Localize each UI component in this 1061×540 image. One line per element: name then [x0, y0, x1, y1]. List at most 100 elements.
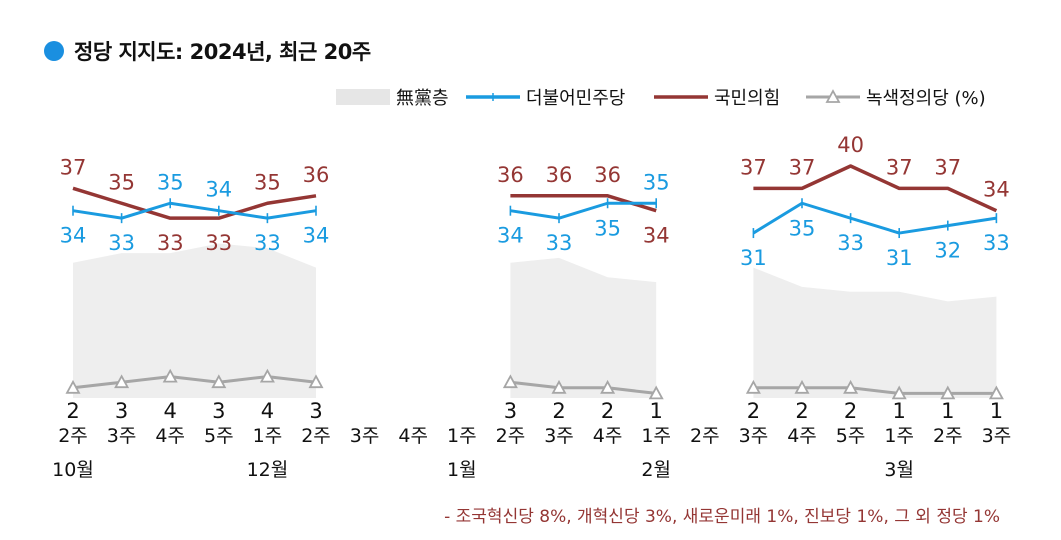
ppp-value-label-5: 36 — [303, 163, 330, 187]
undecided-area-segment-2 — [510, 257, 657, 398]
dp-value-label-10: 33 — [546, 231, 573, 255]
legend-label-ppp: 국민의힘 — [714, 88, 780, 109]
x-tick-label-8: 1주 — [447, 425, 477, 447]
green-point-19 — [988, 385, 1004, 400]
dp-value-label-3: 34 — [205, 178, 232, 202]
green-point-18 — [940, 385, 956, 400]
x-tick-label-12: 1주 — [641, 425, 671, 447]
ppp-value-label-16: 40 — [837, 133, 864, 157]
dp-value-label-19: 33 — [983, 231, 1010, 255]
green-line-segment-2 — [510, 380, 657, 395]
green-point-0 — [65, 379, 81, 394]
x-tick-label-19: 3주 — [982, 425, 1012, 447]
chart-title-group: 정당 지지도: 2024년, 최근 20주 — [44, 36, 371, 66]
ppp-value-label-14: 37 — [740, 155, 767, 179]
ppp-value-label-4: 35 — [254, 170, 281, 194]
green-value-label-10: 2 — [552, 399, 565, 423]
dp-value-label-11: 35 — [594, 216, 621, 240]
dp-value-label-2: 35 — [157, 170, 184, 194]
dp-value-label-4: 33 — [254, 231, 281, 255]
dp-line-segment-2 — [510, 201, 657, 220]
x-tick-label-1: 3주 — [107, 425, 137, 447]
dp-value-label-9: 34 — [497, 224, 524, 248]
green-value-label-1: 3 — [115, 399, 128, 423]
title-bullet-icon — [44, 41, 64, 61]
ppp-value-label-17: 37 — [886, 155, 913, 179]
legend: 無黨층 더불어민주당 국민의힘 녹색정의당 (%) — [336, 88, 986, 109]
green-value-label-19: 1 — [990, 399, 1003, 423]
ppp-value-label-2: 33 — [157, 231, 184, 255]
x-tick-label-2: 4주 — [155, 425, 185, 447]
month-label-4: 3월 — [884, 459, 914, 481]
month-label-2: 1월 — [447, 459, 477, 481]
green-point-5 — [308, 374, 324, 389]
green-point-9 — [502, 374, 518, 389]
dp-value-label-15: 35 — [789, 216, 816, 240]
green-point-11 — [600, 379, 616, 394]
green-point-16 — [843, 379, 859, 394]
legend-label-undecided: 無黨층 — [396, 88, 449, 109]
legend-label-dp: 더불어민주당 — [526, 88, 625, 109]
legend-marker-green — [825, 89, 841, 103]
dp-line-segment-3 — [752, 201, 997, 235]
green-value-label-12: 1 — [650, 399, 663, 423]
x-tick-label-9: 2주 — [496, 425, 526, 447]
green-value-label-18: 1 — [941, 399, 954, 423]
x-tick-label-18: 2주 — [933, 425, 963, 447]
month-label-0: 10월 — [52, 459, 94, 481]
green-point-17 — [891, 385, 907, 400]
green-value-label-14: 2 — [747, 399, 760, 423]
ppp-line-segment-1 — [72, 186, 317, 220]
ppp-value-label-19: 34 — [983, 178, 1010, 202]
dp-value-label-17: 31 — [886, 246, 913, 270]
x-tick-label-16: 5주 — [836, 425, 866, 447]
month-label-3: 2월 — [641, 459, 671, 481]
green-value-label-9: 3 — [504, 399, 517, 423]
dp-value-label-14: 31 — [740, 246, 767, 270]
green-value-label-3: 3 — [212, 399, 225, 423]
green-value-label-4: 4 — [261, 399, 274, 423]
green-point-2 — [162, 368, 178, 383]
green-point-15 — [794, 379, 810, 394]
footnote: - 조국혁신당 8%, 개혁신당 3%, 새로운미래 1%, 진보당 1%, 그… — [444, 507, 1000, 527]
green-value-label-2: 4 — [164, 399, 177, 423]
x-tick-label-7: 4주 — [398, 425, 428, 447]
ppp-value-label-11: 36 — [594, 163, 621, 187]
dp-value-label-12: 35 — [643, 170, 670, 194]
undecided-area-group — [73, 243, 997, 398]
x-tick-label-4: 1주 — [253, 425, 283, 447]
ppp-value-label-15: 37 — [789, 155, 816, 179]
green-value-label-17: 1 — [893, 399, 906, 423]
ppp-value-label-9: 36 — [497, 163, 524, 187]
green-value-label-16: 2 — [844, 399, 857, 423]
x-tick-label-6: 3주 — [350, 425, 380, 447]
ppp-value-label-3: 33 — [205, 231, 232, 255]
ppp-value-label-10: 36 — [546, 163, 573, 187]
undecided-area-segment-3 — [753, 267, 997, 398]
x-tick-label-14: 3주 — [739, 425, 769, 447]
legend-swatch-undecided — [336, 89, 390, 105]
x-axis: 2주 3주 4주 5주 1주 2주 3주 4주 1주 2주 3주 4주 1주 2주 3주 4주 5주 1주 2주 3주… — [52, 425, 1011, 481]
chart-title: 정당 지지도: 2024년, 최근 20주 — [74, 40, 371, 64]
green-line-segment-1 — [72, 375, 317, 390]
x-tick-label-0: 2주 — [58, 425, 88, 447]
green-value-label-0: 2 — [66, 399, 79, 423]
green-value-label-11: 2 — [601, 399, 614, 423]
green-value-label-15: 2 — [795, 399, 808, 423]
green-line-segment-3 — [753, 386, 997, 395]
dp-value-label-0: 34 — [60, 224, 87, 248]
green-point-4 — [259, 368, 275, 383]
green-point-14 — [745, 379, 761, 394]
green-point-12 — [648, 385, 664, 400]
dp-value-label-1: 33 — [108, 231, 135, 255]
x-tick-label-13: 2주 — [690, 425, 720, 447]
undecided-area-segment-1 — [73, 243, 316, 398]
series-lines — [65, 164, 1004, 400]
x-tick-label-11: 4주 — [593, 425, 623, 447]
x-tick-label-10: 3주 — [544, 425, 574, 447]
dp-value-label-18: 32 — [934, 239, 961, 263]
x-tick-label-15: 4주 — [787, 425, 817, 447]
ppp-value-label-12: 34 — [643, 224, 670, 248]
